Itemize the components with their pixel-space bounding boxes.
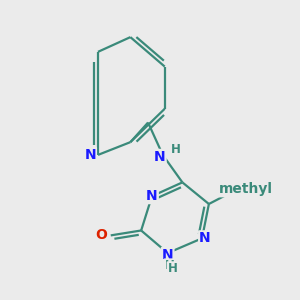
Text: N: N	[154, 150, 166, 164]
Text: methyl: methyl	[219, 182, 273, 196]
Text: N: N	[162, 248, 173, 262]
Text: N: N	[146, 189, 158, 203]
Text: N: N	[199, 231, 211, 245]
Text: O: O	[95, 228, 107, 242]
Text: N: N	[84, 148, 96, 162]
Text: H: H	[168, 262, 178, 275]
Text: H: H	[171, 142, 181, 155]
Text: H: H	[165, 259, 175, 272]
